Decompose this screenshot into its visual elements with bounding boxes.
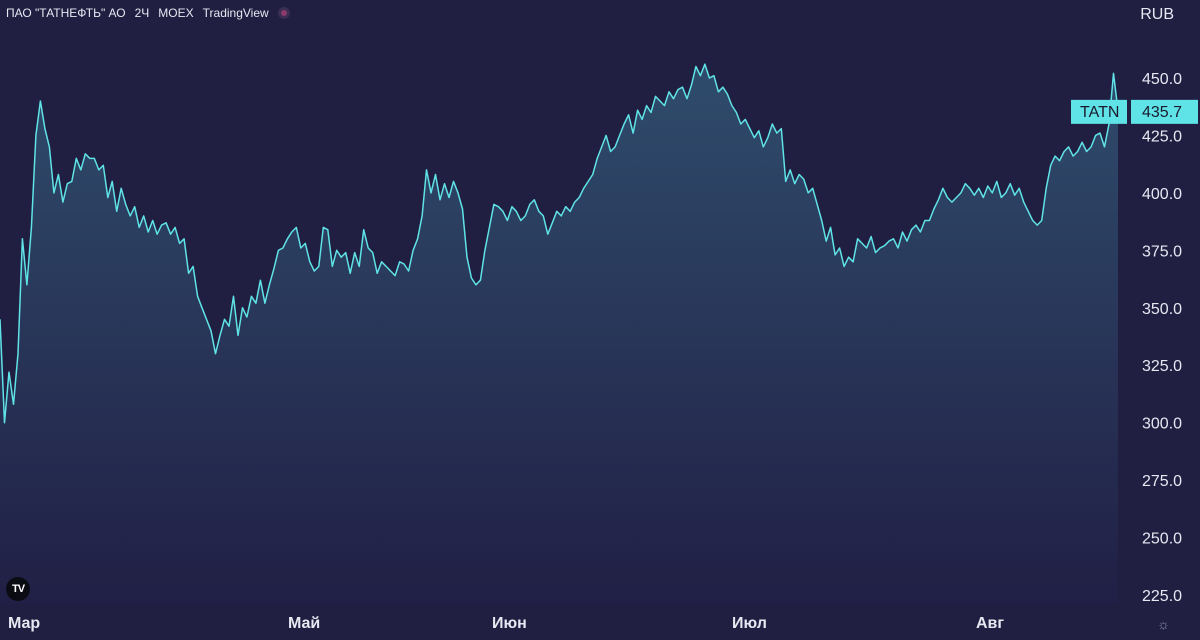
price-line <box>0 63 1119 424</box>
price-axis[interactable]: 450.0 425.0 400.0 375.0 350.0 325.0 300.0 275.0… <box>1142 71 1182 605</box>
symbol-title[interactable]: ПАО "ТАТНЕФТЬ" АО <box>6 6 126 20</box>
gear-icon[interactable]: ☼ <box>1157 616 1170 632</box>
interval-label[interactable]: 2Ч <box>134 6 150 20</box>
status-dot-icon <box>277 7 290 19</box>
currency-label[interactable]: RUB <box>1140 6 1174 23</box>
x-tick-label: Авг <box>976 615 1004 632</box>
y-tick-label: 400.0 <box>1142 186 1182 203</box>
price-tag-bg <box>1131 99 1198 124</box>
y-tick-label: 325.0 <box>1142 358 1182 375</box>
x-tick-label: Июл <box>732 615 767 632</box>
y-tick-label: 450.0 <box>1142 71 1182 88</box>
last-price-tag: TATN 435.7 <box>1071 99 1198 124</box>
price-area-fill <box>0 64 1118 604</box>
symbol-tag-label: TATN <box>1080 104 1119 121</box>
y-tick-label: 225.0 <box>1142 588 1182 605</box>
y-tick-label: 375.0 <box>1142 243 1182 260</box>
chart-header: ПАО "ТАТНЕФТЬ" АО 2Ч MOEX TradingView <box>6 6 290 20</box>
x-tick-label: Май <box>288 615 320 632</box>
exchange-label: MOEX <box>158 6 194 20</box>
time-axis[interactable]: Мар Май Июн Июл Авг <box>8 615 1004 632</box>
y-tick-label: 250.0 <box>1142 531 1182 548</box>
x-tick-label: Мар <box>8 615 40 632</box>
tradingview-logo-icon[interactable]: TV <box>6 577 30 601</box>
y-tick-label: 275.0 <box>1142 473 1182 490</box>
symbol-tag-bg <box>1071 99 1127 124</box>
x-tick-label: Июн <box>492 615 527 632</box>
y-tick-label: 300.0 <box>1142 416 1182 433</box>
provider-label: TradingView <box>202 6 269 20</box>
last-price-label: 435.7 <box>1142 104 1182 121</box>
y-tick-label: 350.0 <box>1142 301 1182 318</box>
y-tick-label: 425.0 <box>1142 128 1182 145</box>
